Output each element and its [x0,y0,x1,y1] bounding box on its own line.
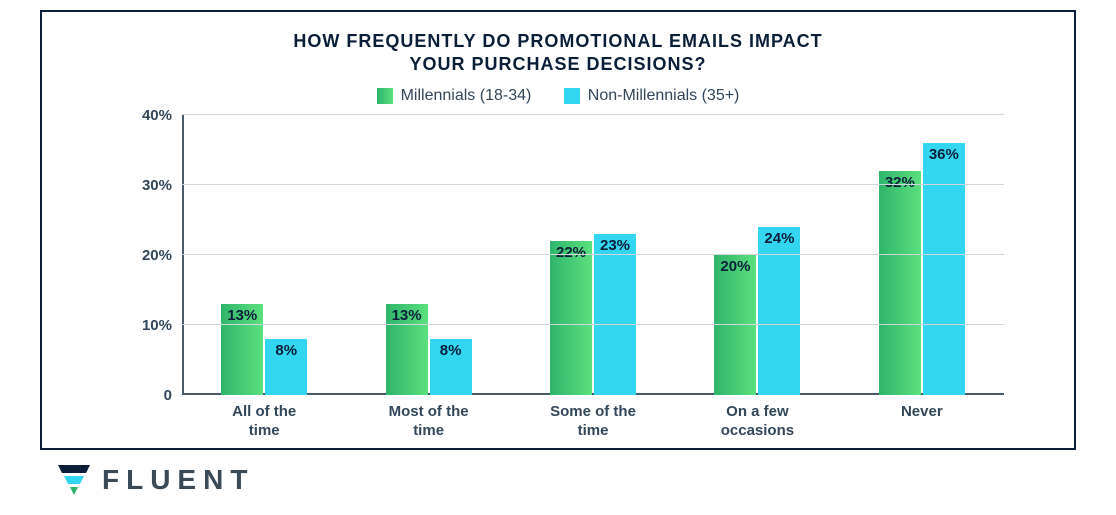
bar-groups: 13%8%13%8%22%23%20%24%32%36% [182,115,1004,395]
x-axis-labels: All of thetimeMost of thetimeSome of the… [182,403,1004,441]
canvas: HOW FREQUENTLY DO PROMOTIONAL EMAILS IMP… [0,0,1116,515]
x-tick-label: All of thetime [182,403,346,441]
bar-value-label: 36% [923,146,965,163]
y-tick-label: 40% [122,107,172,124]
plot-area: 13%8%13%8%22%23%20%24%32%36% All of thet… [182,115,1004,395]
brand: FLUENT [58,464,1076,496]
legend-swatch-cyan [564,88,580,104]
bar-value-label: 22% [550,244,592,261]
chart-frame: HOW FREQUENTLY DO PROMOTIONAL EMAILS IMP… [40,10,1076,450]
title-line-1: HOW FREQUENTLY DO PROMOTIONAL EMAILS IMP… [82,30,1034,53]
y-tick-label: 20% [122,247,172,264]
y-tick-label: 10% [122,317,172,334]
bar-non-millennials: 24% [758,227,800,395]
legend-label-non-millennials: Non-Millennials (35+) [588,87,740,105]
gridline [182,114,1004,115]
legend-item-millennials: Millennials (18-34) [377,87,532,105]
y-tick-label: 30% [122,177,172,194]
brand-logo-icon [58,465,90,495]
title-line-2: YOUR PURCHASE DECISIONS? [82,53,1034,76]
bar-millennials: 13% [221,304,263,395]
y-tick-label: 0 [122,387,172,404]
bar-value-label: 23% [594,237,636,254]
bar-group: 22%23% [511,115,675,395]
legend-item-non-millennials: Non-Millennials (35+) [564,87,740,105]
bar-millennials: 22% [550,241,592,395]
bar-group: 20%24% [675,115,839,395]
legend-label-millennials: Millennials (18-34) [401,87,532,105]
x-tick-label: Some of thetime [511,403,675,441]
chart-title: HOW FREQUENTLY DO PROMOTIONAL EMAILS IMP… [82,30,1034,77]
x-tick-label: Most of thetime [346,403,510,441]
bar-non-millennials: 23% [594,234,636,395]
x-tick-label: Never [840,403,1004,441]
x-tick-label: On a fewoccasions [675,403,839,441]
gridline [182,324,1004,325]
legend: Millennials (18-34) Non-Millennials (35+… [82,87,1034,109]
bar-value-label: 8% [265,342,307,359]
bar-value-label: 32% [879,174,921,191]
bar-non-millennials: 8% [430,339,472,395]
bar-millennials: 13% [386,304,428,395]
bar-value-label: 13% [221,307,263,324]
bar-group: 32%36% [840,115,1004,395]
legend-swatch-green [377,88,393,104]
bar-group: 13% 8% [182,115,346,395]
gridline [182,184,1004,185]
bar-value-label: 24% [758,230,800,247]
bar-value-label: 20% [714,258,756,275]
bar-non-millennials: 36% [923,143,965,395]
bar-value-label: 13% [386,307,428,324]
gridline [182,254,1004,255]
bar-value-label: 8% [430,342,472,359]
bar-group: 13% 8% [346,115,510,395]
bar-non-millennials: 8% [265,339,307,395]
brand-name: FLUENT [102,464,254,496]
bar-millennials: 32% [879,171,921,395]
bar-millennials: 20% [714,255,756,395]
